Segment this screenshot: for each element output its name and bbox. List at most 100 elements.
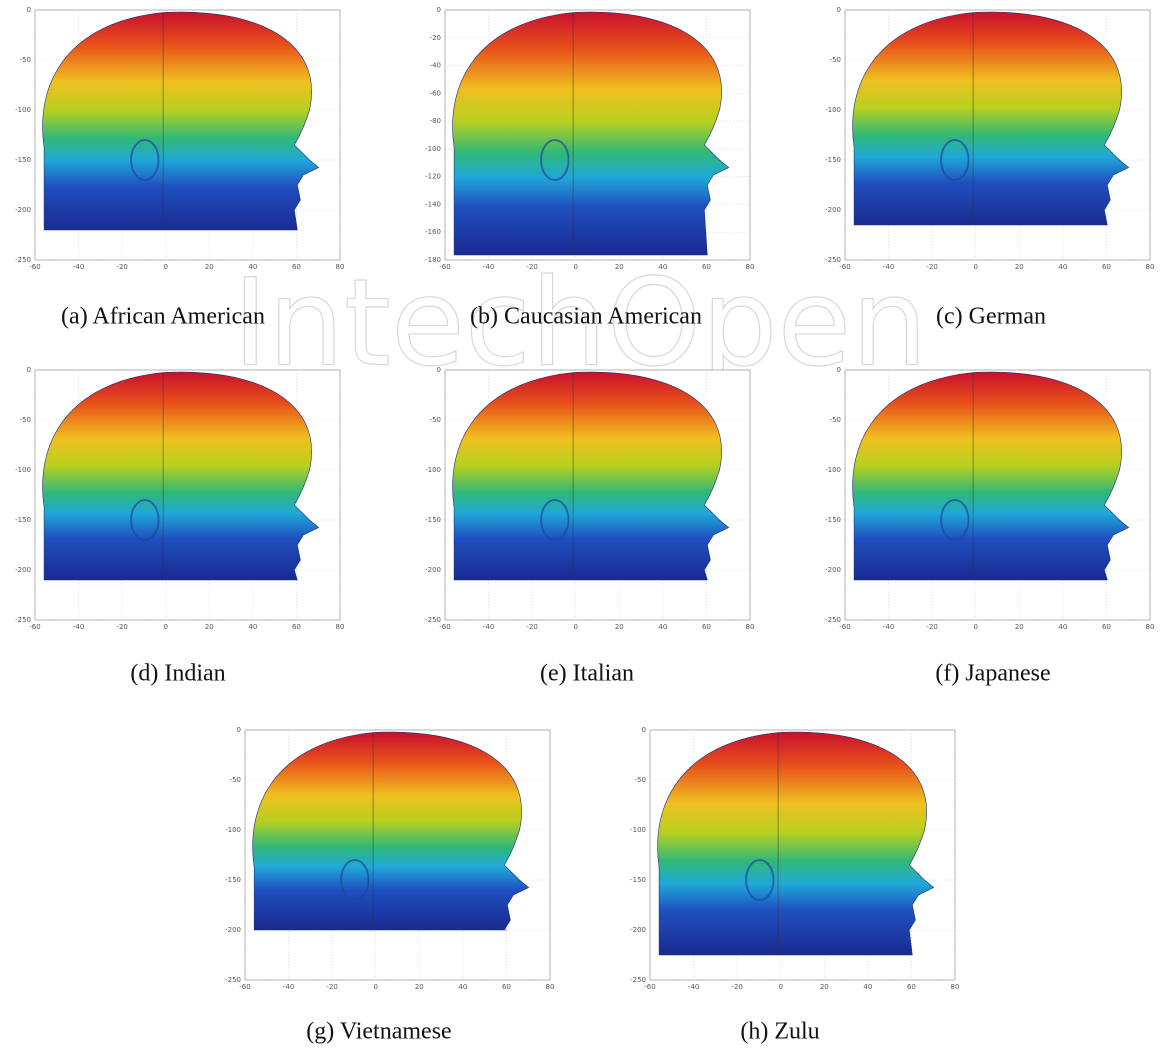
x-tick-label: -60 <box>29 263 40 271</box>
y-tick-label: -150 <box>825 156 841 164</box>
x-tick-label: -20 <box>731 983 742 991</box>
y-tick-label: -150 <box>225 876 241 884</box>
x-tick-label: 60 <box>1102 263 1111 271</box>
x-tick-label: 0 <box>973 263 977 271</box>
y-tick-label: -250 <box>225 976 241 984</box>
y-tick-label: -50 <box>830 416 841 424</box>
x-tick-label: -60 <box>239 983 250 991</box>
x-tick-label: 0 <box>163 623 167 631</box>
subfigure-caption: (a) African American <box>61 304 265 330</box>
y-tick-label: -200 <box>225 926 241 934</box>
x-tick-label: -60 <box>644 983 655 991</box>
y-tick-label: -100 <box>225 826 241 834</box>
x-tick-label: 80 <box>336 623 345 631</box>
x-tick-label: -60 <box>29 623 40 631</box>
subfigure-caption: (g) Vietnamese <box>306 1019 451 1045</box>
x-tick-label: -40 <box>73 263 84 271</box>
y-tick-label: -100 <box>630 826 646 834</box>
x-tick-label: 60 <box>1102 623 1111 631</box>
x-tick-label: -40 <box>883 623 894 631</box>
y-tick-label: -250 <box>630 976 646 984</box>
y-tick-label: 0 <box>837 6 841 14</box>
y-tick-label: -200 <box>825 206 841 214</box>
x-tick-label: 20 <box>615 623 624 631</box>
y-tick-label: 0 <box>27 366 31 374</box>
y-tick-label: 0 <box>437 6 441 14</box>
x-tick-label: 20 <box>205 623 214 631</box>
y-tick-label: -160 <box>425 228 441 236</box>
y-tick-label: -150 <box>15 516 31 524</box>
y-tick-label: -250 <box>15 256 31 264</box>
head-render <box>658 732 934 955</box>
subfigure-caption: (f) Japanese <box>935 661 1050 687</box>
subfigure: -60-40-200204060800-50-100-150-200-250(e… <box>425 366 754 687</box>
x-tick-label: 60 <box>702 623 711 631</box>
head-render <box>453 372 729 580</box>
x-tick-label: 40 <box>658 263 667 271</box>
subfigure-caption: (c) German <box>936 304 1046 330</box>
y-tick-label: -100 <box>15 466 31 474</box>
head-render <box>43 12 319 230</box>
x-tick-label: -60 <box>439 623 450 631</box>
x-tick-label: -40 <box>73 623 84 631</box>
x-tick-label: 20 <box>1015 623 1024 631</box>
y-tick-label: -150 <box>825 516 841 524</box>
x-tick-label: 60 <box>502 983 511 991</box>
subfigure-caption: (h) Zulu <box>740 1019 819 1045</box>
y-tick-label: -150 <box>630 876 646 884</box>
x-tick-label: 20 <box>1015 263 1024 271</box>
y-tick-label: -250 <box>425 616 441 624</box>
y-tick-label: -50 <box>830 56 841 64</box>
x-tick-label: -40 <box>483 263 494 271</box>
y-tick-label: 0 <box>837 366 841 374</box>
y-tick-label: -100 <box>15 106 31 114</box>
head-render <box>43 372 319 580</box>
y-tick-label: -60 <box>430 89 441 97</box>
x-tick-label: 80 <box>951 983 960 991</box>
head-render <box>453 12 729 255</box>
y-tick-label: -200 <box>630 926 646 934</box>
x-tick-label: -20 <box>926 263 937 271</box>
x-tick-label: 40 <box>1058 623 1067 631</box>
y-tick-label: -50 <box>635 776 646 784</box>
x-tick-label: 40 <box>248 623 257 631</box>
y-tick-label: -200 <box>825 566 841 574</box>
x-tick-label: 40 <box>1058 263 1067 271</box>
x-tick-label: 0 <box>573 263 577 271</box>
subfigure-caption: (b) Caucasian American <box>470 304 702 330</box>
x-tick-label: -40 <box>283 983 294 991</box>
y-tick-label: 0 <box>437 366 441 374</box>
x-tick-label: 20 <box>205 263 214 271</box>
y-tick-label: 0 <box>642 726 646 734</box>
x-tick-label: 80 <box>546 983 555 991</box>
y-tick-label: -40 <box>430 62 441 70</box>
y-tick-label: -50 <box>20 56 31 64</box>
x-tick-label: 60 <box>702 263 711 271</box>
head-render <box>853 12 1129 225</box>
x-tick-label: 0 <box>973 623 977 631</box>
x-tick-label: -60 <box>839 623 850 631</box>
y-tick-label: -50 <box>20 416 31 424</box>
x-tick-label: -20 <box>116 623 127 631</box>
subfigure-caption: (d) Indian <box>130 661 225 687</box>
y-tick-label: -140 <box>425 200 441 208</box>
y-tick-label: -200 <box>15 566 31 574</box>
y-tick-label: -250 <box>15 616 31 624</box>
x-tick-label: 20 <box>820 983 829 991</box>
x-tick-label: 0 <box>573 623 577 631</box>
y-tick-label: -150 <box>425 516 441 524</box>
y-tick-label: -250 <box>825 256 841 264</box>
y-tick-label: -200 <box>15 206 31 214</box>
figure: IntechOpen -60-40-200204060800-50-100-15… <box>0 0 1161 1051</box>
x-tick-label: 0 <box>163 263 167 271</box>
x-tick-label: 60 <box>907 983 916 991</box>
x-tick-label: -20 <box>116 263 127 271</box>
y-tick-label: 0 <box>27 6 31 14</box>
x-tick-label: 40 <box>658 623 667 631</box>
head-render <box>253 732 529 930</box>
x-tick-label: -40 <box>688 983 699 991</box>
